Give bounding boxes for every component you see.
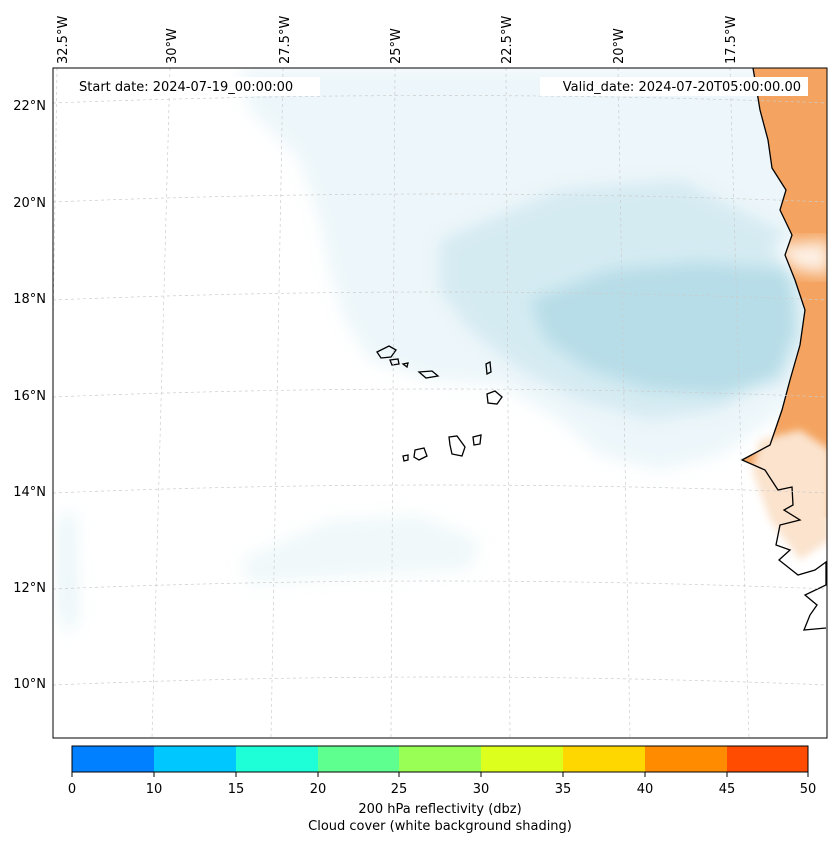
parallel-18n bbox=[53, 291, 827, 301]
island-santa-luzia bbox=[401, 362, 409, 369]
meridian-25w bbox=[390, 68, 396, 738]
latitude-labels: 22°N 20°N 18°N 16°N 14°N 12°N 10°N bbox=[13, 99, 46, 692]
parallel-22n bbox=[53, 95, 827, 104]
island-boa-vista bbox=[486, 390, 503, 405]
lat-label: 12°N bbox=[13, 581, 46, 596]
colorbar-tick-label: 0 bbox=[68, 782, 76, 797]
lat-label: 18°N bbox=[13, 292, 46, 307]
map-panel: Start date: 2024-07-19_00:00:00 Valid_da… bbox=[52, 67, 828, 739]
island-sal bbox=[485, 360, 492, 376]
cape-verde-islands bbox=[376, 345, 503, 462]
colorbar-tick-label: 40 bbox=[637, 782, 654, 797]
island-sao-vicente bbox=[389, 358, 400, 366]
meridian-32-5w bbox=[53, 68, 58, 331]
colorbar-tick-label: 10 bbox=[146, 782, 163, 797]
land-light-patch bbox=[752, 430, 827, 560]
colorbar-tick-label: 30 bbox=[473, 782, 490, 797]
island-brava bbox=[402, 454, 409, 462]
meridian-20w bbox=[617, 68, 631, 738]
colorbar-sublabel: Cloud cover (white background shading) bbox=[308, 819, 572, 834]
colorbar-swatch bbox=[236, 746, 318, 772]
island-sao-nicolau bbox=[417, 370, 440, 379]
colorbar-tick-label: 20 bbox=[310, 782, 327, 797]
colorbar-swatch bbox=[563, 746, 645, 772]
meridian-30w bbox=[151, 68, 171, 738]
meridian-27-5w bbox=[270, 68, 284, 738]
parallel-16n bbox=[53, 388, 827, 398]
colorbar-tick-label: 35 bbox=[555, 782, 572, 797]
colorbar-swatch bbox=[154, 746, 236, 772]
map-frame bbox=[52, 67, 828, 739]
valid-date-box bbox=[540, 77, 808, 96]
colorbar-swatch bbox=[399, 746, 481, 772]
lat-label: 20°N bbox=[13, 196, 46, 211]
colorbar-tick-label: 15 bbox=[228, 782, 245, 797]
start-date-box bbox=[72, 77, 320, 96]
parallel-20n bbox=[53, 193, 827, 203]
lon-label: 27.5°W bbox=[278, 16, 293, 64]
island-santo-antao bbox=[376, 345, 397, 359]
colorbar-label: 200 hPa reflectivity (dbz) bbox=[358, 802, 521, 817]
island-maio bbox=[472, 434, 482, 446]
map-content bbox=[53, 68, 827, 738]
parallel-10n bbox=[53, 676, 827, 686]
lat-label: 16°N bbox=[13, 389, 46, 404]
lon-label: 32.5°W bbox=[56, 16, 71, 64]
valid-date-label: Valid_date: 2024-07-20T05:00:00.00 bbox=[563, 80, 801, 95]
lon-label: 17.5°W bbox=[724, 16, 739, 64]
cloud-streak-west bbox=[58, 510, 78, 635]
colorbar-tick-label: 50 bbox=[800, 782, 817, 797]
longitude-labels: 32.5°W 30°W 27.5°W 25°W 22.5°W 20°W 17.5… bbox=[56, 16, 739, 64]
start-date-label: Start date: 2024-07-19_00:00:00 bbox=[79, 80, 293, 95]
colorbar-swatch bbox=[318, 746, 399, 772]
island-santiago bbox=[448, 435, 466, 457]
lat-label: 22°N bbox=[13, 99, 46, 114]
colorbar: 0 10 15 20 25 30 35 40 45 50 200 hPa ref… bbox=[68, 745, 817, 834]
colorbar-frame bbox=[71, 745, 809, 773]
parallel-14n bbox=[53, 484, 827, 494]
colorbar-swatch bbox=[727, 746, 808, 772]
africa-land bbox=[742, 68, 827, 519]
parallel-12n bbox=[53, 580, 827, 590]
lat-label: 14°N bbox=[13, 485, 46, 500]
lon-label: 20°W bbox=[612, 28, 627, 64]
lon-label: 30°W bbox=[165, 28, 180, 64]
colorbar-tick-label: 25 bbox=[391, 782, 408, 797]
colorbar-ticks bbox=[71, 772, 809, 777]
land-cloud-overlay bbox=[770, 240, 827, 275]
lon-label: 22.5°W bbox=[500, 16, 515, 64]
lon-label: 25°W bbox=[389, 28, 404, 64]
colorbar-swatch bbox=[645, 746, 727, 772]
lat-label: 10°N bbox=[13, 677, 46, 692]
colorbar-tick-label: 45 bbox=[719, 782, 736, 797]
colorbar-swatch bbox=[481, 746, 563, 772]
colorbar-swatch bbox=[72, 746, 154, 772]
graticule bbox=[53, 68, 827, 738]
meridian-17-5w bbox=[729, 68, 750, 738]
cloud-band-south bbox=[240, 515, 480, 585]
africa-coastline bbox=[740, 68, 827, 631]
island-fogo bbox=[413, 447, 428, 461]
meridian-22-5w bbox=[505, 68, 511, 738]
cloud-cover-shading bbox=[58, 68, 827, 635]
cloud-region-core bbox=[530, 262, 800, 395]
